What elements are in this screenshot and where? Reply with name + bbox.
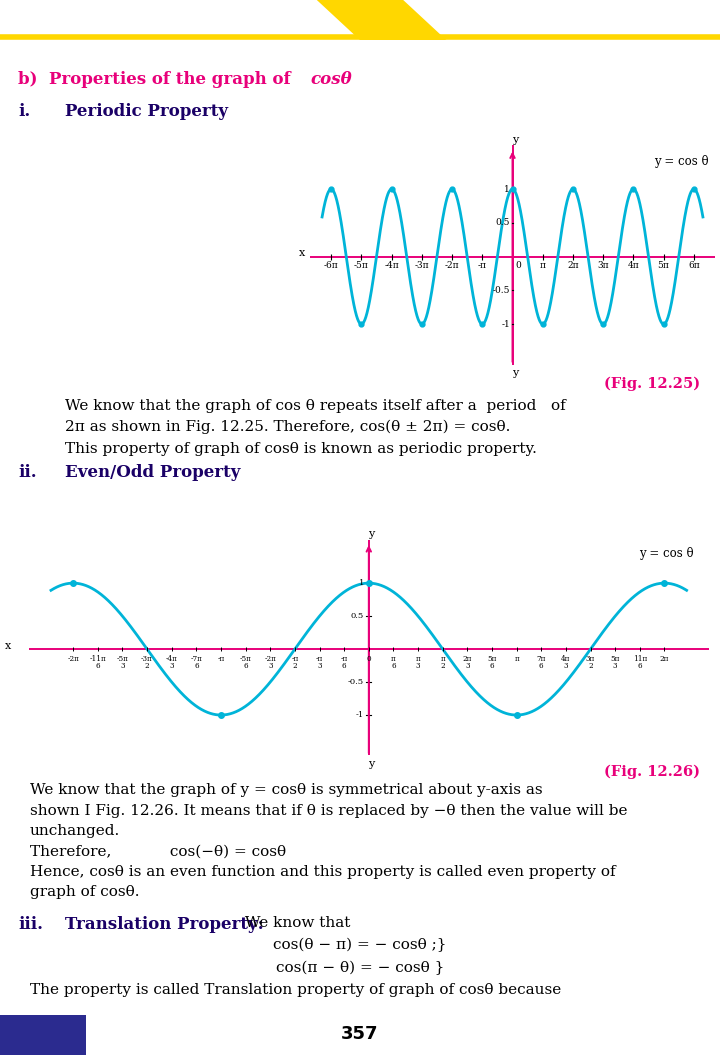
Text: -1: -1 <box>356 711 364 720</box>
Text: Even/Odd Property: Even/Odd Property <box>65 464 240 481</box>
Polygon shape <box>317 0 446 40</box>
Text: graph of cosθ.: graph of cosθ. <box>30 885 140 899</box>
Text: Hence, cosθ is an even function and this property is called even property of: Hence, cosθ is an even function and this… <box>30 865 616 879</box>
Text: x: x <box>300 248 305 258</box>
Text: -π: -π <box>478 262 487 270</box>
Text: Periodic Property: Periodic Property <box>65 103 228 120</box>
Text: 2π as shown in Fig. 12.25. Therefore, cos(θ ± 2π) = cosθ.: 2π as shown in Fig. 12.25. Therefore, co… <box>65 420 510 435</box>
Text: 5π
6: 5π 6 <box>487 655 497 670</box>
Text: -4π
3: -4π 3 <box>166 655 178 670</box>
Text: y: y <box>367 529 374 539</box>
Text: π
6: π 6 <box>391 655 396 670</box>
Text: 2π
3: 2π 3 <box>463 655 472 670</box>
Text: y: y <box>367 760 374 769</box>
Text: π
2: π 2 <box>441 655 445 670</box>
Text: -4π: -4π <box>384 262 399 270</box>
Text: We know that the graph of cos θ repeats itself after a  period   of: We know that the graph of cos θ repeats … <box>65 400 566 414</box>
Text: -6π: -6π <box>324 262 338 270</box>
Text: shown I Fig. 12.26. It means that if θ is replaced by −θ then the value will be: shown I Fig. 12.26. It means that if θ i… <box>30 804 628 818</box>
Text: 3π
2: 3π 2 <box>586 655 595 670</box>
Text: -π
6: -π 6 <box>341 655 348 670</box>
Text: cosθ: cosθ <box>310 71 352 88</box>
Text: Translation Property:: Translation Property: <box>65 916 264 933</box>
Text: -7π
6: -7π 6 <box>190 655 202 670</box>
Text: b)  Properties of the graph of: b) Properties of the graph of <box>18 71 297 88</box>
Text: -π: -π <box>217 655 225 663</box>
Text: -3π
2: -3π 2 <box>141 655 153 670</box>
Text: 0.5: 0.5 <box>495 218 510 228</box>
Text: y: y <box>512 135 518 146</box>
Text: y = cos θ: y = cos θ <box>654 155 709 169</box>
Text: -0.5: -0.5 <box>492 286 510 295</box>
Text: This property of graph of cosθ is known as periodic property.: This property of graph of cosθ is known … <box>65 442 537 456</box>
Text: -5π: -5π <box>354 262 369 270</box>
Text: y: y <box>512 368 518 378</box>
Text: 1: 1 <box>504 185 510 194</box>
Text: i.: i. <box>18 103 30 120</box>
Text: We know that: We know that <box>240 916 351 929</box>
Text: cos(θ − π) = − cosθ ;}: cos(θ − π) = − cosθ ;} <box>274 938 446 953</box>
Text: x: x <box>5 640 11 651</box>
Text: π: π <box>514 655 519 663</box>
Text: 11π
6: 11π 6 <box>633 655 647 670</box>
Text: 6π: 6π <box>688 262 700 270</box>
Text: 5π: 5π <box>657 262 670 270</box>
Text: 357: 357 <box>341 1025 379 1043</box>
Text: 4π: 4π <box>628 262 639 270</box>
Text: 0: 0 <box>515 262 521 270</box>
Text: -1: -1 <box>501 320 510 329</box>
Text: 2π: 2π <box>567 262 579 270</box>
Text: -0.5: -0.5 <box>348 678 364 686</box>
Text: (Fig. 12.25): (Fig. 12.25) <box>604 377 700 391</box>
Text: π: π <box>540 262 546 270</box>
Text: 7π
6: 7π 6 <box>536 655 546 670</box>
Text: 5π
3: 5π 3 <box>611 655 620 670</box>
Text: π
3: π 3 <box>415 655 420 670</box>
Text: -2π: -2π <box>445 262 459 270</box>
Text: 3π: 3π <box>598 262 609 270</box>
Text: 2π: 2π <box>660 655 669 663</box>
Text: unchanged.: unchanged. <box>30 824 120 838</box>
Polygon shape <box>0 1015 86 1055</box>
Text: Therefore,            cos(−θ) = cosθ: Therefore, cos(−θ) = cosθ <box>30 844 286 859</box>
Text: -3π: -3π <box>415 262 429 270</box>
Text: -2π: -2π <box>67 655 79 663</box>
Text: -π
2: -π 2 <box>292 655 299 670</box>
Text: ii.: ii. <box>18 464 37 481</box>
Text: 0.5: 0.5 <box>351 612 364 620</box>
Text: -11π
6: -11π 6 <box>89 655 106 670</box>
Text: -2π
3: -2π 3 <box>264 655 276 670</box>
Text: -5π
3: -5π 3 <box>117 655 128 670</box>
Text: (Fig. 12.26): (Fig. 12.26) <box>604 765 700 780</box>
Text: 1: 1 <box>359 579 364 588</box>
Text: We know that the graph of y = cosθ is symmetrical about y-axis as: We know that the graph of y = cosθ is sy… <box>30 783 543 798</box>
Text: 0: 0 <box>366 655 371 663</box>
Text: -5π
6: -5π 6 <box>240 655 251 670</box>
Text: The property is called Translation property of graph of cosθ because: The property is called Translation prope… <box>30 983 562 997</box>
Text: -π
3: -π 3 <box>316 655 323 670</box>
Text: cos(π − θ) = − cosθ }: cos(π − θ) = − cosθ } <box>276 961 444 975</box>
Text: y = cos θ: y = cos θ <box>639 546 694 560</box>
Text: 4π
3: 4π 3 <box>561 655 570 670</box>
Text: iii.: iii. <box>18 916 43 933</box>
